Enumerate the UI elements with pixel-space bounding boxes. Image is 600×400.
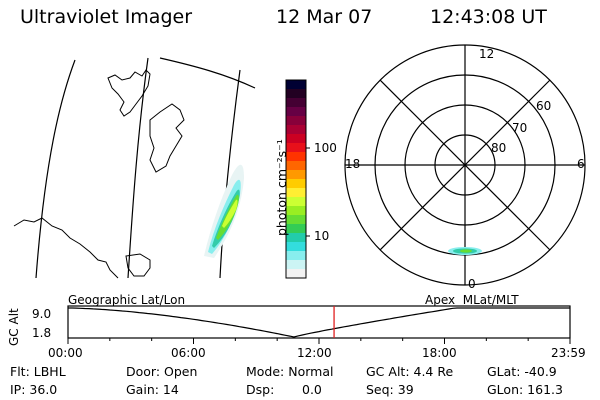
instrument-title: Ultraviolet Imager xyxy=(20,6,193,28)
colorbar-cell xyxy=(286,206,306,216)
timeline-ytick-bottom: 1.8 xyxy=(32,326,52,340)
map-meridian-line xyxy=(127,57,149,279)
colorbar-cell xyxy=(286,233,306,243)
mlt-label-0: 0 xyxy=(468,277,476,291)
colorbar-cell xyxy=(286,179,306,189)
colorbar-tick-label-100: 100 xyxy=(314,141,337,155)
colorbar-cell xyxy=(286,170,306,180)
xtick-label-2359: 23:59 xyxy=(551,346,586,360)
map-latitude-line xyxy=(159,57,256,89)
time-label: 12:43:08 UT xyxy=(430,6,547,28)
polar-diagonal-line xyxy=(379,79,551,251)
status-gain: Gain: 14 xyxy=(126,382,179,397)
altitude-curve xyxy=(68,307,570,338)
mlt-label-18: 18 xyxy=(345,157,361,171)
coastline-south-island xyxy=(149,103,185,173)
colorbar-cell xyxy=(286,125,306,135)
status-glon: GLon: 161.3 xyxy=(487,382,563,397)
timeline-ytick-top: 9.0 xyxy=(32,307,52,321)
status-filter: Flt: LBHL xyxy=(10,364,66,379)
colorbar-cell xyxy=(286,107,306,117)
xtick-label-0000: 00:00 xyxy=(48,346,83,360)
map-meridian-line xyxy=(35,59,76,279)
colorbar-cell xyxy=(286,89,306,99)
colorbar-cell xyxy=(286,188,306,198)
lat-label-70: 70 xyxy=(512,121,528,135)
colorbar-cell xyxy=(286,152,306,162)
timeline-frame xyxy=(67,305,571,339)
status-glat: GLat: -40.9 xyxy=(487,364,557,379)
date-label: 12 Mar 07 xyxy=(276,6,373,28)
colorbar-cell xyxy=(286,215,306,225)
coastline-north-island xyxy=(107,69,151,117)
status-dsp-value: 0.0 xyxy=(302,382,322,397)
timeline-right-title: Apex MLat/MLT xyxy=(425,293,519,307)
colorbar-cell xyxy=(286,224,306,234)
timeline-left-title: Geographic Lat/Lon xyxy=(68,293,186,307)
status-door: Door: Open xyxy=(126,364,198,379)
coastline-tasmania xyxy=(125,253,151,277)
status-gc-alt: GC Alt: 4.4 Re xyxy=(366,364,454,379)
colorbar-cell xyxy=(286,98,306,108)
colorbar-cell xyxy=(286,260,306,270)
colorbar-tick-label-10: 10 xyxy=(314,229,330,243)
colorbar-cell xyxy=(286,80,306,90)
colorbar-cell xyxy=(286,116,306,126)
colorbar-cell xyxy=(286,143,306,153)
coastline-australia xyxy=(13,217,119,279)
colorbar-cell xyxy=(286,251,306,261)
status-ip: IP: 36.0 xyxy=(10,382,58,397)
colorbar-cell xyxy=(286,197,306,207)
lat-label-80: 80 xyxy=(491,141,507,155)
colorbar-frame xyxy=(285,79,307,279)
colorbar-cell xyxy=(286,161,306,171)
map-aurora-emission xyxy=(204,164,244,258)
xtick-label-1200: 12:00 xyxy=(297,346,332,360)
colorbar-cell xyxy=(286,242,306,252)
status-mode: Mode: Normal xyxy=(246,364,334,379)
status-seq: Seq: 39 xyxy=(366,382,414,397)
colorbar-cell xyxy=(286,134,306,144)
mlt-label-12: 12 xyxy=(479,47,495,61)
map-meridian-line xyxy=(219,69,241,279)
mlt-label-6: 6 xyxy=(577,157,585,171)
xtick-label-0600: 06:00 xyxy=(171,346,206,360)
status-dsp-label: Dsp: xyxy=(246,382,275,397)
lat-label-60: 60 xyxy=(536,99,552,113)
xtick-label-1800: 18:00 xyxy=(422,346,457,360)
colorbar-cell xyxy=(286,269,306,279)
